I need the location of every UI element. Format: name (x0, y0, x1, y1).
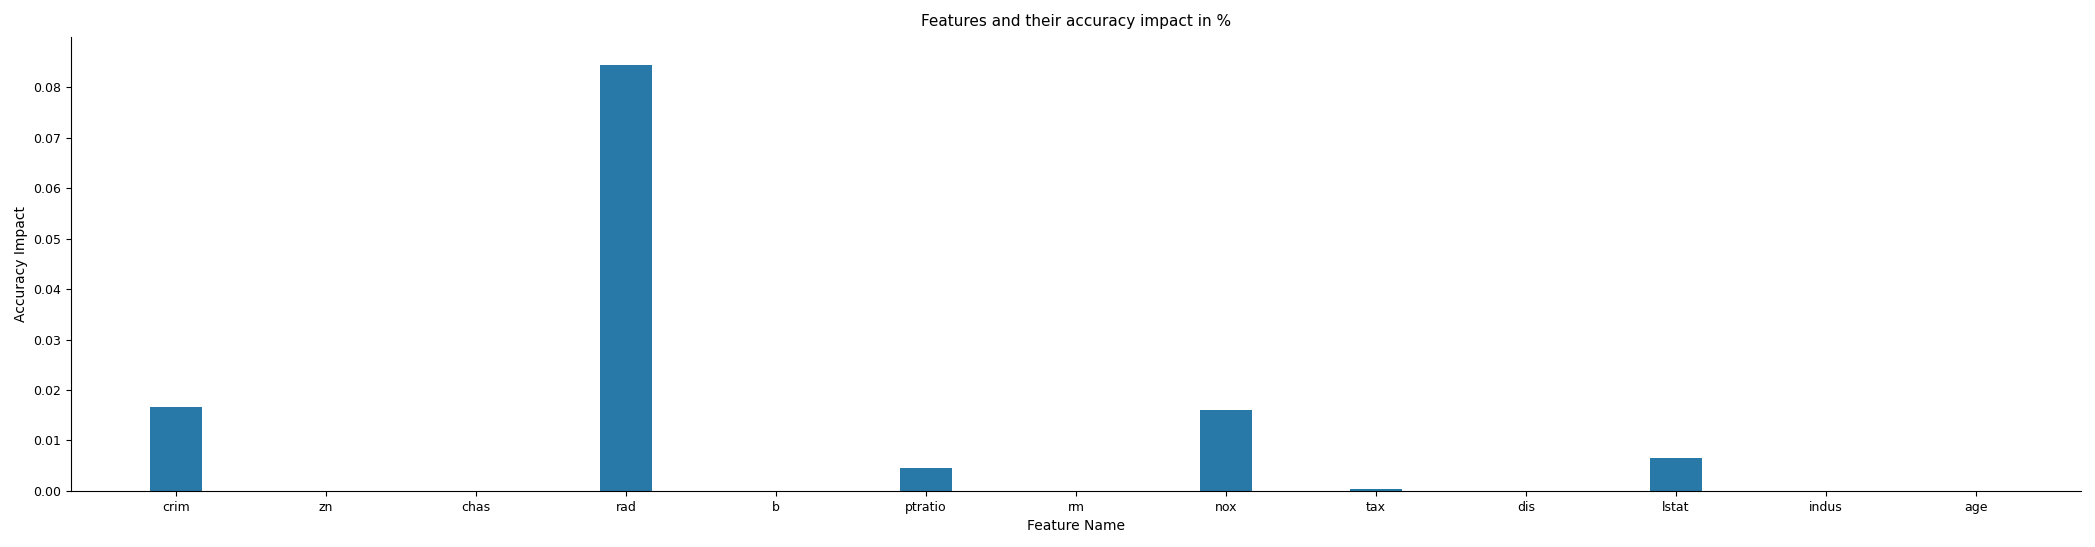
Bar (151, 406, 203, 491)
Bar (1651, 458, 1703, 491)
X-axis label: Feature Name: Feature Name (1027, 519, 1125, 533)
Bar (1200, 410, 1253, 491)
Bar (901, 468, 953, 491)
Bar (599, 65, 652, 491)
Title: Features and their accuracy impact in %: Features and their accuracy impact in % (922, 14, 1232, 29)
Bar (1349, 490, 1402, 491)
Y-axis label: Accuracy Impact: Accuracy Impact (15, 206, 27, 322)
